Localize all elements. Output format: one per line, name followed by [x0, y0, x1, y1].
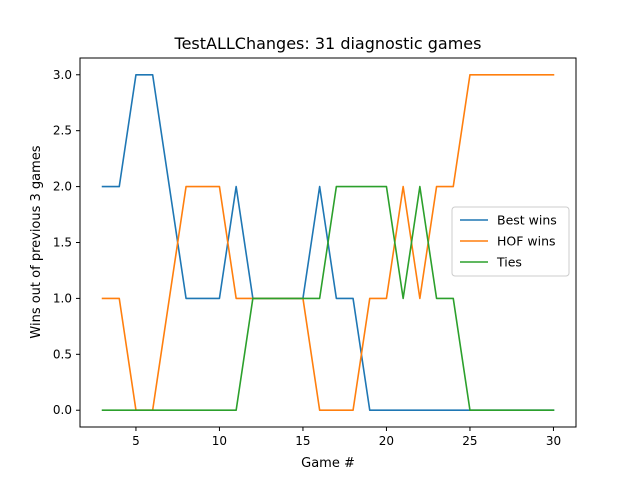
chart-title: TestALLChanges: 31 diagnostic games: [174, 34, 482, 53]
y-tick-label: 1.5: [53, 236, 72, 250]
y-tick-label: 2.0: [53, 180, 72, 194]
y-tick-label: 3.0: [53, 68, 72, 82]
y-axis-ticks: 0.0 0.5 1.0 1.5 2.0 2.5 3.0: [53, 68, 80, 417]
x-tick-label: 15: [295, 434, 310, 448]
x-axis-label: Game #: [301, 456, 355, 471]
legend-label-1: HOF wins: [497, 234, 556, 249]
x-axis-ticks: 5 10 15 20 25 30: [132, 427, 561, 448]
series-line-2: [101, 185, 555, 412]
legend-frame: [451, 206, 570, 277]
y-tick-label: 0.5: [53, 347, 72, 361]
legend: Best wins HOF wins Ties: [451, 206, 570, 277]
plot-series: [101, 73, 555, 412]
series-line-1: [101, 73, 555, 412]
legend-label-0: Best wins: [497, 213, 557, 228]
x-tick-label: 10: [212, 434, 227, 448]
x-tick-label: 25: [462, 434, 477, 448]
y-tick-label: 0.0: [53, 403, 72, 417]
y-tick-label: 2.5: [53, 124, 72, 138]
legend-entries: Best wins HOF wins Ties: [460, 213, 557, 270]
y-axis-label: Wins out of previous 3 games: [29, 145, 44, 338]
x-tick-label: 20: [379, 434, 394, 448]
y-tick-label: 1.0: [53, 291, 72, 305]
x-tick-label: 30: [546, 434, 561, 448]
x-tick-label: 5: [132, 434, 140, 448]
legend-label-2: Ties: [496, 255, 522, 270]
